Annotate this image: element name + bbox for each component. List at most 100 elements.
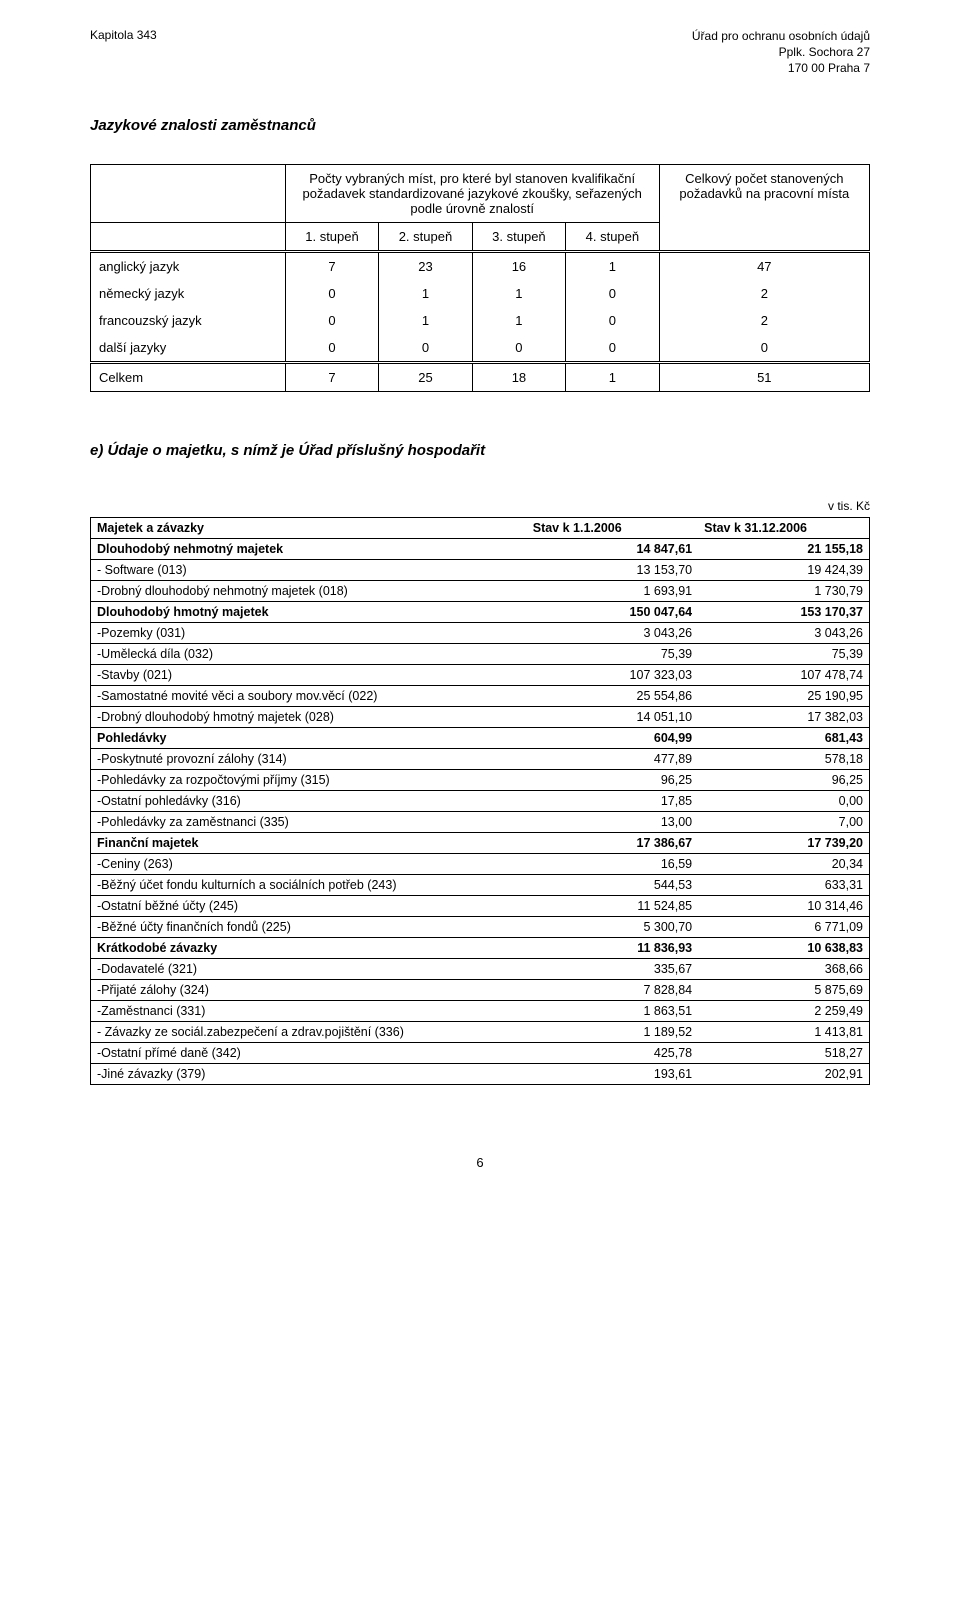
t1-cell: 23 xyxy=(418,259,432,274)
t1-cell: 0 xyxy=(328,286,335,301)
t2-row: -Ostatní běžné účty (245)11 524,8510 314… xyxy=(91,895,870,916)
t2-cell: 14 847,61 xyxy=(637,542,693,556)
t2-cell: 2 259,49 xyxy=(814,1004,863,1018)
t2-cell: 10 314,46 xyxy=(807,899,863,913)
t1-cell: 0 xyxy=(761,340,768,355)
t1-cell: 0 xyxy=(328,340,335,355)
t1-cell: 0 xyxy=(515,340,522,355)
t2-row: -Zaměstnanci (331)1 863,512 259,49 xyxy=(91,1000,870,1021)
t2-row: Dlouhodobý hmotný majetek150 047,64153 1… xyxy=(91,601,870,622)
t2-cell: 10 638,83 xyxy=(807,941,863,955)
t2-cell: 17,85 xyxy=(661,794,692,808)
t1-cell: 1 xyxy=(422,313,429,328)
t2-cell: 5 300,70 xyxy=(643,920,692,934)
t1-cell: 1 xyxy=(422,286,429,301)
t2-cell: 5 875,69 xyxy=(814,983,863,997)
t1-level-4: 4. stupeň xyxy=(586,229,640,244)
t2-cell: 96,25 xyxy=(661,773,692,787)
header-right-line3: 170 00 Praha 7 xyxy=(692,60,870,76)
t1-cell: 0 xyxy=(609,313,616,328)
t2-row: -Umělecká díla (032) 75,39 75,39 xyxy=(91,643,870,664)
t2-cell: Finanční majetek xyxy=(97,836,198,850)
t1-cell: 1 xyxy=(515,286,522,301)
t2-row: -Poskytnuté provozní zálohy (314) 477,89 5… xyxy=(91,748,870,769)
section-title-languages: Jazykové znalosti zaměstnanců xyxy=(90,117,870,134)
t2-row: -Samostatné movité věci a soubory mov.vě… xyxy=(91,685,870,706)
t2-cell: 75,39 xyxy=(661,647,692,661)
t1-cell: 47 xyxy=(757,259,771,274)
t2-row: -Dodavatelé (321)335,67368,66 xyxy=(91,958,870,979)
t2-row: -Běžný účet fondu kulturních a sociálníc… xyxy=(91,874,870,895)
t2-cell: 96,25 xyxy=(832,773,863,787)
t2-cell: 153 170,37 xyxy=(800,605,863,619)
t1-total-cell: 51 xyxy=(757,370,771,385)
t2-cell: 6 771,09 xyxy=(814,920,863,934)
page-header: Kapitola 343 Úřad pro ochranu osobních ú… xyxy=(90,28,870,77)
t1-row-label: německý jazyk xyxy=(99,286,184,301)
t2-cell: Krátkodobé závazky xyxy=(97,941,217,955)
t1-cell: 2 xyxy=(761,313,768,328)
unit-note: v tis. Kč xyxy=(90,499,870,513)
t2-cell: 19 424,39 xyxy=(807,563,863,577)
t2-cell: 604,99 xyxy=(654,731,692,745)
t1-total-label: Celkem xyxy=(99,370,143,385)
t2-cell: Pohledávky xyxy=(97,731,166,745)
t2-cell: 3 043,26 xyxy=(643,626,692,640)
t1-cell: 0 xyxy=(609,286,616,301)
t2-row: -Stavby (021)107 323,03107 478,74 xyxy=(91,664,870,685)
t2-cell: 75,39 xyxy=(832,647,863,661)
t2-cell: -Samostatné movité věci a soubory mov.vě… xyxy=(97,689,377,703)
t1-cell: 2 xyxy=(761,286,768,301)
t2-row: Finanční majetek17 386,6717 739,20 xyxy=(91,832,870,853)
t1-row-label: francouzský jazyk xyxy=(99,313,202,328)
t2-cell: -Ceniny (263) xyxy=(97,857,173,871)
t2-head-2: Stav k 1.1.2006 xyxy=(533,521,622,535)
t2-cell: -Drobný dlouhodobý nehmotný majetek (018… xyxy=(97,584,348,598)
t1-total-cell: 1 xyxy=(609,370,616,385)
t2-cell: 633,31 xyxy=(825,878,863,892)
t2-cell: -Umělecká díla (032) xyxy=(97,647,213,661)
header-right-line2: Pplk. Sochora 27 xyxy=(692,44,870,60)
t2-row: -Jiné závazky (379)193,61202,91 xyxy=(91,1063,870,1084)
t2-row: Krátkodobé závazky 11 836,93 10 638,83 xyxy=(91,937,870,958)
assets-table: Majetek a závazky Stav k 1.1.2006 Stav k… xyxy=(90,517,870,1085)
t2-cell: 578,18 xyxy=(825,752,863,766)
language-table: Počty vybraných míst, pro které byl stan… xyxy=(90,164,870,392)
t2-head-row: Majetek a závazky Stav k 1.1.2006 Stav k… xyxy=(91,517,870,538)
t2-row: -Pohledávky za zaměstnanci (335)13,007,0… xyxy=(91,811,870,832)
t1-total-cell: 25 xyxy=(418,370,432,385)
t2-cell: 544,53 xyxy=(654,878,692,892)
t2-cell: 20,34 xyxy=(832,857,863,871)
t2-head-1: Majetek a závazky xyxy=(97,521,204,535)
t2-cell: 11 836,93 xyxy=(637,941,692,955)
t2-cell: -Jiné závazky (379) xyxy=(97,1067,205,1081)
t2-cell: 17 386,67 xyxy=(637,836,693,850)
t2-cell: -Poskytnuté provozní zálohy (314) xyxy=(97,752,287,766)
header-left: Kapitola 343 xyxy=(90,28,157,77)
t2-cell: 1 863,51 xyxy=(643,1004,692,1018)
t2-cell: 477,89 xyxy=(654,752,692,766)
t2-cell: -Ostatní běžné účty (245) xyxy=(97,899,238,913)
t1-cell: 7 xyxy=(328,259,335,274)
t2-cell: 3 043,26 xyxy=(814,626,863,640)
t1-group-header: Počty vybraných míst, pro které byl stan… xyxy=(302,171,641,216)
t1-cell: 1 xyxy=(515,313,522,328)
t2-cell: 1 413,81 xyxy=(814,1025,863,1039)
t2-cell: 25 190,95 xyxy=(807,689,863,703)
t2-row: - Software (013)13 153,7019 424,39 xyxy=(91,559,870,580)
t2-row: - Závazky ze sociál.zabezpečení a zdrav.… xyxy=(91,1021,870,1042)
t1-total-cell: 7 xyxy=(328,370,335,385)
t2-cell: 193,61 xyxy=(654,1067,692,1081)
t2-cell: - Závazky ze sociál.zabezpečení a zdrav.… xyxy=(97,1025,404,1039)
page-number: 6 xyxy=(90,1155,870,1170)
t2-cell: 21 155,18 xyxy=(807,542,863,556)
t2-cell: 150 047,64 xyxy=(630,605,693,619)
t2-row: -Přijaté zálohy (324)7 828,845 875,69 xyxy=(91,979,870,1000)
t1-row-label: anglický jazyk xyxy=(99,259,179,274)
t2-cell: -Ostatní pohledávky (316) xyxy=(97,794,241,808)
t1-cell: 0 xyxy=(422,340,429,355)
t2-cell: 13,00 xyxy=(661,815,692,829)
t2-row: -Ostatní pohledávky (316)17,850,00 xyxy=(91,790,870,811)
t2-row: Dlouhodobý nehmotný majetek14 847,6121 1… xyxy=(91,538,870,559)
t2-row: -Pohledávky za rozpočtovými příjmy (315)… xyxy=(91,769,870,790)
